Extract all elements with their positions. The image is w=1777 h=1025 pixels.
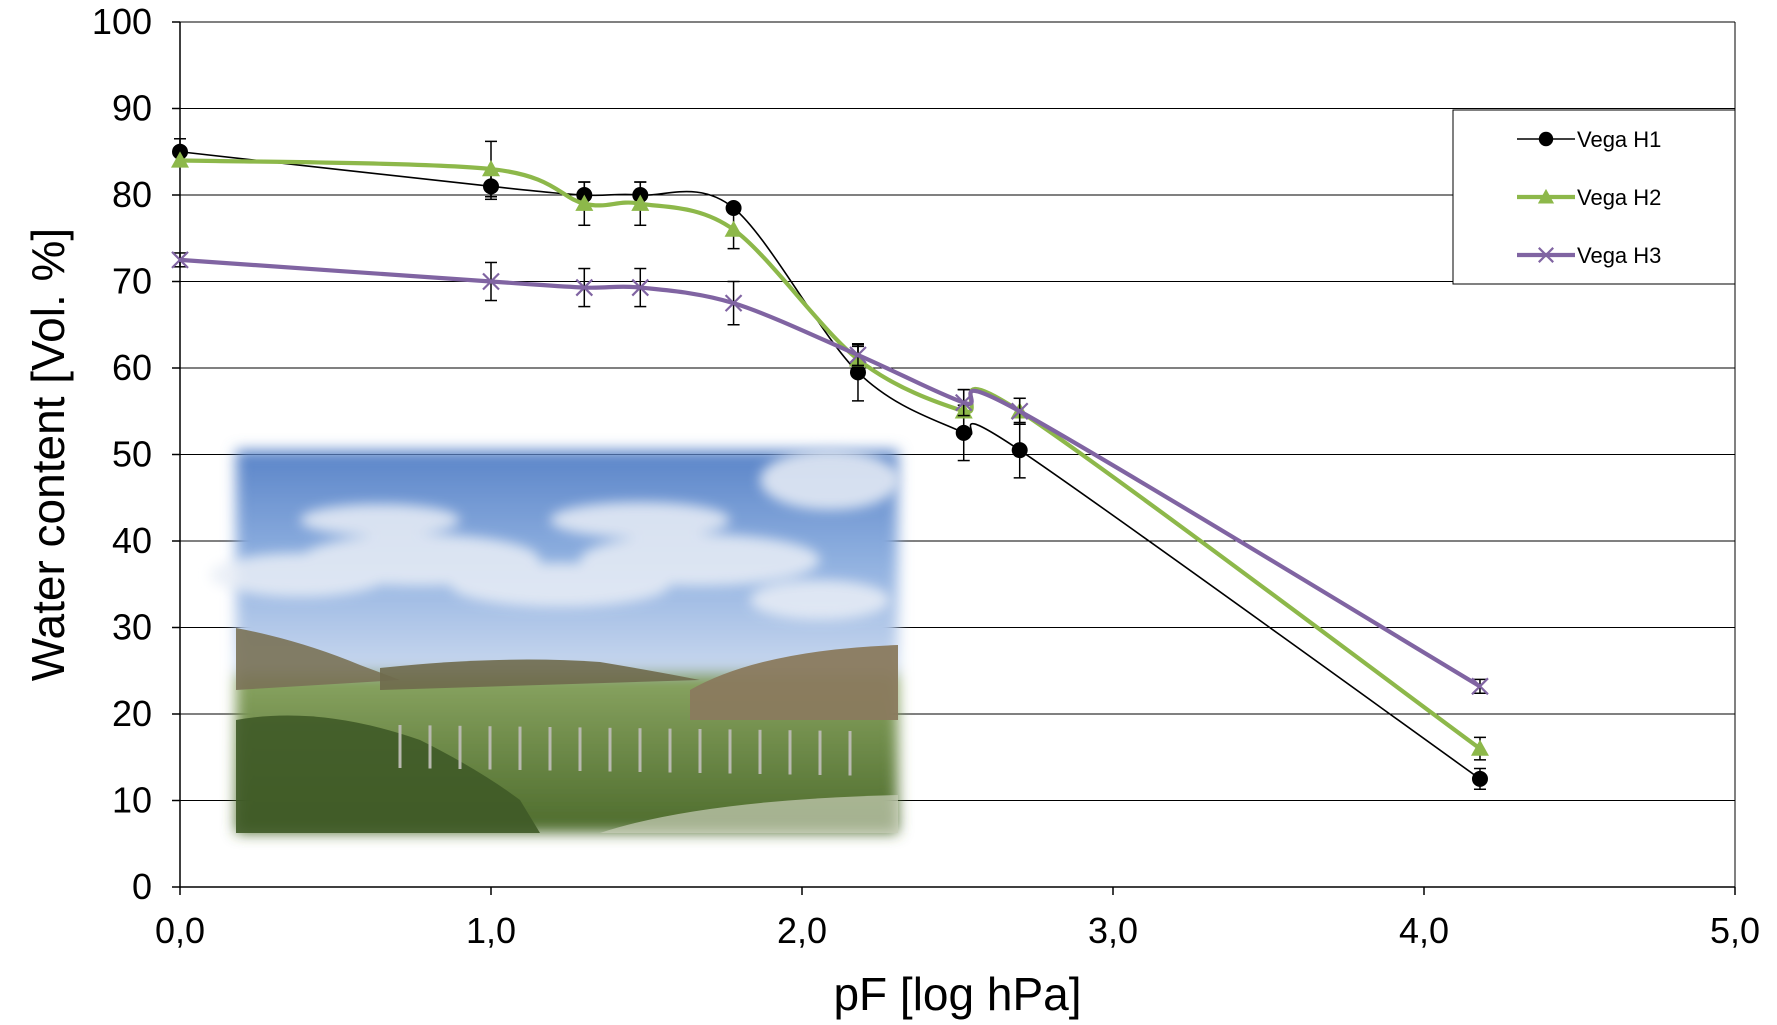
data-point — [1471, 677, 1489, 696]
legend-item: Vega H1 — [1517, 127, 1661, 152]
y-tick-label: 20 — [112, 693, 152, 734]
data-point — [171, 151, 189, 168]
legend-item: Vega H3 — [1517, 243, 1661, 268]
x-tick-label: 3,0 — [1088, 910, 1138, 951]
y-tick-label: 60 — [112, 347, 152, 388]
photo-clouds — [210, 450, 900, 620]
data-point — [575, 278, 594, 297]
data-point — [1010, 402, 1029, 421]
series-layer — [171, 138, 1489, 791]
photo-hill-right — [690, 645, 898, 720]
photo-flowers — [600, 795, 898, 833]
data-point — [1471, 770, 1488, 787]
legend-label: Vega H3 — [1577, 243, 1661, 268]
x-tick-label: 4,0 — [1399, 910, 1449, 951]
series-line — [179, 158, 1482, 751]
y-axis-title: Water content [Vol. %] — [22, 228, 74, 681]
data-point — [724, 294, 743, 312]
x-tick-label: 2,0 — [777, 910, 827, 951]
legend-box — [1452, 109, 1736, 285]
data-point — [482, 160, 500, 177]
cloud-4 — [760, 450, 900, 510]
landscape-photo — [210, 450, 900, 833]
photo-hill-middle — [380, 659, 700, 690]
x-tick-label: 0,0 — [155, 910, 205, 951]
cloud-6 — [550, 502, 730, 538]
photo-hill-left — [236, 628, 400, 690]
series-vega-h3 — [171, 251, 1489, 696]
x-axis-title: pF [log hPa] — [833, 968, 1081, 1020]
x-tick-label: 5,0 — [1710, 910, 1760, 951]
legend-item: Vega H2 — [1517, 185, 1661, 210]
data-point — [171, 251, 189, 269]
legend-marker — [1537, 188, 1555, 204]
y-tick-label: 30 — [112, 607, 152, 648]
cloud-3 — [580, 534, 820, 586]
data-point — [1470, 739, 1489, 756]
legend-marker — [1538, 247, 1554, 263]
data-point — [482, 272, 500, 291]
legend-label: Vega H2 — [1577, 185, 1661, 210]
y-tick-label: 50 — [112, 434, 152, 475]
y-tick-label: 100 — [92, 1, 152, 42]
data-point — [575, 194, 594, 211]
data-point — [954, 393, 973, 412]
photo-bushes — [236, 715, 540, 833]
cloud-7 — [750, 580, 890, 620]
cloud-5 — [300, 504, 460, 536]
axis-titles: pF [log hPa] Water content [Vol. %] — [22, 228, 1082, 1020]
data-point — [724, 220, 743, 237]
photo-fence — [398, 725, 852, 776]
y-tick-label: 0 — [132, 866, 152, 907]
data-point — [849, 346, 867, 364]
legend-label: Vega H1 — [1577, 127, 1661, 152]
y-tick-label: 70 — [112, 261, 152, 302]
legend: Vega H1 Vega H2 Vega H3 — [1452, 109, 1736, 285]
y-tick-label: 90 — [112, 88, 152, 129]
legend-marker — [1538, 131, 1554, 147]
y-tick-label: 10 — [112, 780, 152, 821]
x-tick-label: 1,0 — [466, 910, 516, 951]
data-point — [631, 278, 650, 297]
data-point — [631, 194, 650, 211]
y-tick-label: 40 — [112, 520, 152, 561]
axes: 0 10 20 30 40 50 60 70 80 90 100 0,0 1,0 2,0 3,0 4,0 5,0 — [92, 1, 1760, 951]
data-point — [1011, 442, 1028, 459]
data-point — [725, 199, 742, 216]
y-tick-label: 80 — [112, 174, 152, 215]
